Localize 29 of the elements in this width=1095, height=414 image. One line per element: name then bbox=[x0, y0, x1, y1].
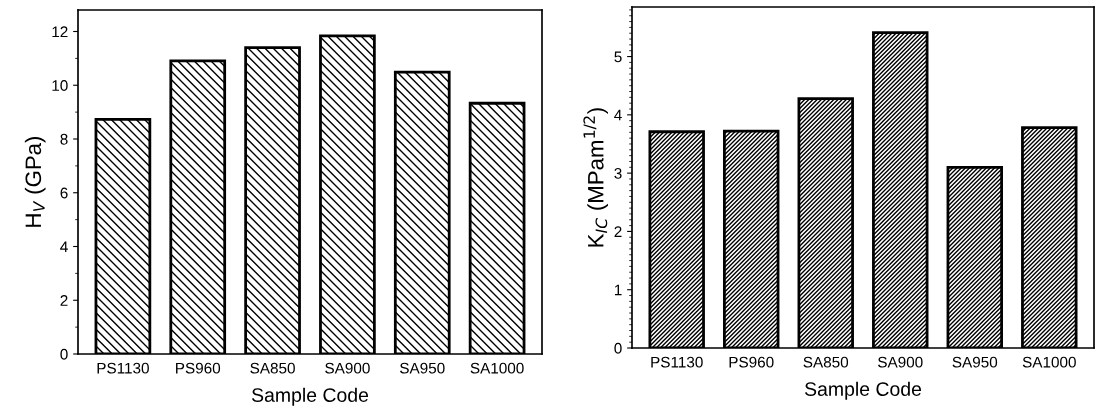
y-axis-title: K$_{IC}$ (MPam$^{1/2}$) bbox=[583, 108, 608, 247]
y-tick-label: 5 bbox=[614, 51, 622, 63]
x-tick-label: SA950 bbox=[952, 356, 998, 368]
y-tick-label: 6 bbox=[60, 187, 68, 199]
x-tick-label: SA900 bbox=[325, 362, 370, 374]
y-tick-label: 8 bbox=[60, 133, 68, 145]
x-tick-label: PS1130 bbox=[97, 362, 149, 374]
x-tick-label: PS960 bbox=[729, 356, 774, 368]
y-tick-label: 2 bbox=[614, 226, 622, 237]
y-axis-title: H$_{V}$ (GPa) bbox=[24, 136, 46, 227]
x-tick-label: SA900 bbox=[878, 356, 923, 368]
y-tick-label: 10 bbox=[52, 80, 68, 91]
y-tick-label: 4 bbox=[614, 109, 622, 121]
x-tick-label: SA1000 bbox=[470, 362, 524, 374]
y-tick-label: 2 bbox=[60, 295, 68, 306]
x-tick-label: SA1000 bbox=[1022, 356, 1076, 368]
y-tick-label: 0 bbox=[614, 342, 622, 354]
x-tick-label: SA950 bbox=[400, 362, 445, 374]
x-tick-label: SA850 bbox=[803, 356, 849, 368]
y-tick-label: 4 bbox=[60, 241, 68, 253]
x-tick-label: SA850 bbox=[250, 362, 295, 374]
x-tick-label: PS1130 bbox=[651, 356, 703, 368]
y-tick-label: 12 bbox=[52, 26, 68, 38]
x-tick-label: PS960 bbox=[176, 362, 221, 374]
y-tick-label: 0 bbox=[60, 348, 68, 360]
y-tick-label: 3 bbox=[614, 168, 622, 179]
y-tick-label: 1 bbox=[614, 284, 622, 296]
x-axis-title: Sample Code bbox=[804, 381, 922, 400]
x-axis-title: Sample Code bbox=[251, 387, 369, 406]
